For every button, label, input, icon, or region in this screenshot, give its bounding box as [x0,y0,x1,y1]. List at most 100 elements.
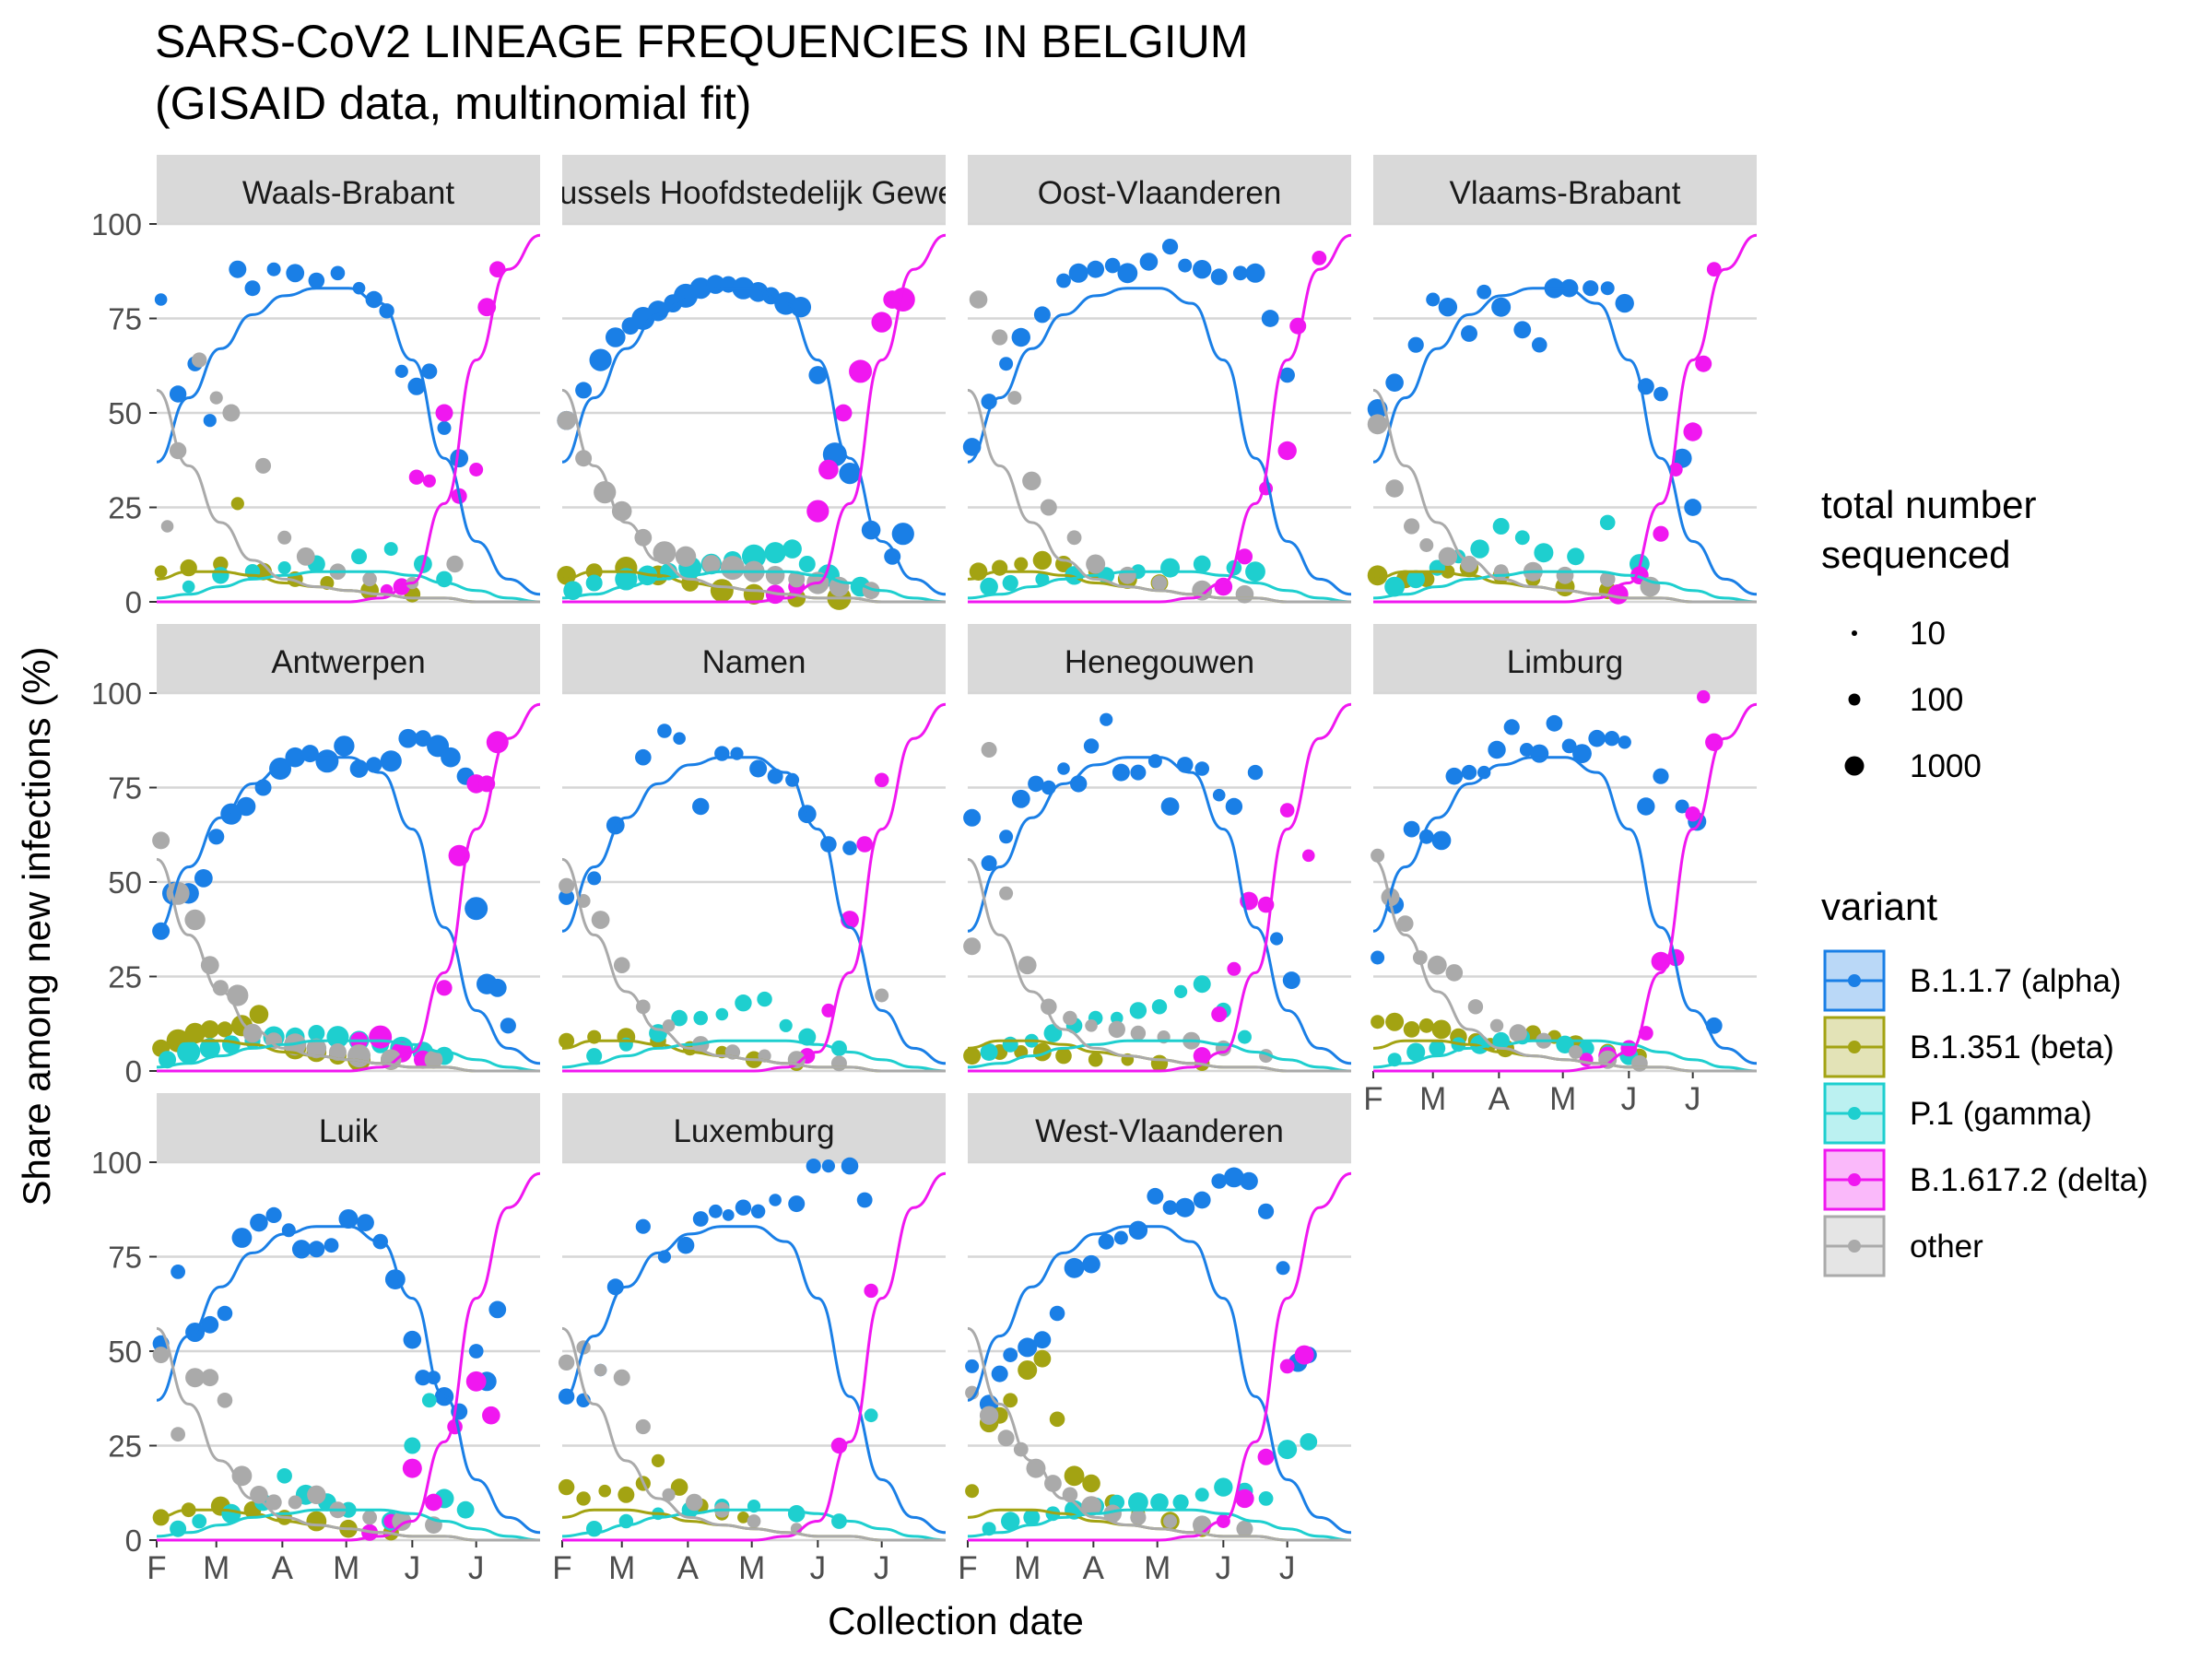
fit-curve-b-1-1-7-alpha-vlaams-brabant [1372,287,1758,596]
point-other-henegouwen [1063,1010,1077,1026]
fit-curve-other-brussels-hoofdstedelijk-gewest [561,388,946,604]
point-b-1-1-7-alpha-oost-vlaanderen [999,357,1014,371]
point-other-henegouwen [963,937,982,956]
point-b-1-1-7-alpha-brussels-hoofdstedelijk-gewest [605,327,626,347]
point-b-1-1-7-alpha-antwerpen [194,869,213,888]
legend-item-p-1-gamma: P.1 (gamma) [1823,1082,2092,1145]
point-b-1-1-7-alpha-henegouwen [1011,789,1030,808]
panel-strip-west-vlaanderen [968,1093,1351,1162]
point-b-1-1-7-alpha-waals-brabant [244,280,261,297]
point-other-west-vlaanderen [979,1406,999,1425]
point-other-waals-brabant [296,547,315,566]
point-b-1-1-7-alpha-antwerpen [334,735,355,757]
y-tick-label-100: 100 [91,677,142,711]
fit-curve-b-1-617-2-delta-antwerpen [157,702,541,1073]
point-b-1-1-7-alpha-henegouwen [1282,971,1300,990]
point-p-1-gamma-henegouwen [1129,1002,1147,1019]
point-other-namen [591,911,610,929]
panel-title-namen: Namen [702,644,806,680]
point-b-1-1-7-alpha-antwerpen [441,747,461,768]
point-p-1-gamma-west-vlaanderen [1258,1491,1274,1506]
fit-curve-b-1-1-7-alpha-waals-brabant [156,287,541,596]
panel-title-luik: Luik [319,1113,379,1149]
point-b-1-1-7-alpha-antwerpen [208,829,225,845]
point-b-1-617-2-delta-henegouwen [1193,1047,1211,1065]
x-tick-label-4: J [810,1550,827,1586]
point-p-1-gamma-henegouwen [1151,999,1168,1015]
point-other-oost-vlaanderen [992,329,1008,346]
point-b-1-1-7-alpha-luxemburg [769,1194,782,1206]
point-other-brussels-hoofdstedelijk-gewest [557,410,576,430]
chart-title-line1: SARS-CoV2 LINEAGE FREQUENCIES IN BELGIUM [155,16,1248,67]
point-b-1-1-7-alpha-henegouwen [1069,775,1088,793]
point-other-limburg [1396,915,1414,932]
point-b-1-1-7-alpha-west-vlaanderen [1049,1305,1065,1322]
point-p-1-gamma-west-vlaanderen [1300,1433,1318,1451]
point-b-1-1-7-alpha-luik [217,1305,233,1322]
x-tick-label-4: J [1216,1550,1232,1586]
point-p-1-gamma-namen [671,1009,688,1027]
point-other-antwerpen [424,1050,443,1069]
point-b-1-617-2-delta-vlaams-brabant [1695,355,1712,372]
point-b-1-351-beta-west-vlaanderen [1018,1360,1038,1380]
point-other-henegouwen [999,886,1014,900]
point-b-1-1-7-alpha-antwerpen [152,922,171,940]
point-other-luik [171,1427,186,1442]
point-b-1-1-7-alpha-oost-vlaanderen [1033,306,1051,324]
point-b-1-1-7-alpha-waals-brabant [352,281,366,295]
point-b-1-617-2-delta-luxemburg [864,1283,878,1299]
point-p-1-gamma-namen [798,1028,817,1046]
point-other-oost-vlaanderen [1066,530,1082,546]
fit-curve-other-limburg [1372,857,1757,1073]
point-b-1-617-2-delta-henegouwen [1211,1006,1228,1022]
point-p-1-gamma-namen [693,1010,709,1026]
point-b-1-351-beta-antwerpen [200,1020,219,1039]
point-b-1-617-2-delta-brussels-hoofdstedelijk-gewest [818,459,839,480]
x-tick-label-2: A [1488,1081,1511,1117]
fit-curve-b-1-1-7-alpha-west-vlaanderen [967,1225,1352,1535]
point-b-1-351-beta-luxemburg [670,1478,688,1496]
point-p-1-gamma-namen [586,1048,603,1065]
point-b-1-1-7-alpha-henegouwen [1247,764,1264,781]
point-b-1-1-7-alpha-limburg [1431,830,1452,851]
point-p-1-gamma-waals-brabant [436,571,453,588]
y-tick-label-50: 50 [108,396,142,430]
point-b-1-1-7-alpha-luxemburg [692,1211,709,1227]
point-other-vlaams-brabant [1599,571,1616,587]
point-p-1-gamma-west-vlaanderen [1001,1512,1020,1531]
point-b-1-617-2-delta-waals-brabant [469,463,484,477]
point-b-1-1-7-alpha-luxemburg [806,1159,821,1174]
point-other-west-vlaanderen [997,1430,1015,1447]
point-other-oost-vlaanderen [1040,499,1057,516]
point-b-1-1-7-alpha-vlaams-brabant [1477,284,1492,300]
point-b-1-1-7-alpha-luik [291,1240,312,1259]
point-b-1-1-7-alpha-antwerpen [488,978,507,997]
point-b-1-1-7-alpha-west-vlaanderen [1240,1171,1258,1191]
point-other-luxemburg [594,1363,607,1377]
fit-curve-p-1-gamma-luxemburg [561,1508,947,1542]
panel-strip-waals-brabant [157,155,540,224]
point-b-1-1-7-alpha-west-vlaanderen [1175,1197,1195,1218]
point-b-1-1-7-alpha-namen [673,732,686,745]
point-other-vlaams-brabant [1419,538,1434,552]
panel-antwerpen: Antwerpen 0 25 50 75 100 [91,624,541,1088]
point-b-1-1-7-alpha-oost-vlaanderen [1068,263,1088,283]
y-tick-label-0: 0 [125,585,142,619]
y-tick-label-75: 75 [108,1241,142,1275]
point-b-1-1-7-alpha-oost-vlaanderen [1232,265,1248,281]
point-b-1-1-7-alpha-west-vlaanderen [1223,1167,1244,1188]
point-b-1-1-7-alpha-limburg [1546,714,1563,732]
point-b-1-1-7-alpha-luxemburg [635,1218,651,1234]
point-other-west-vlaanderen [1236,1520,1253,1537]
point-other-oost-vlaanderen [1151,575,1168,591]
point-b-1-617-2-delta-oost-vlaanderen [1289,317,1307,335]
point-b-1-1-7-alpha-oost-vlaanderen [1261,310,1279,327]
fit-curve-other-waals-brabant [156,388,540,604]
point-p-1-gamma-west-vlaanderen [1277,1440,1298,1460]
point-b-1-1-7-alpha-brussels-hoofdstedelijk-gewest [839,462,861,485]
legend-label-b-1-617-2-delta: B.1.617.2 (delta) [1910,1162,2148,1198]
point-b-1-1-7-alpha-limburg [1588,729,1606,747]
chart-title-line2: (GISAID data, multinomial fit) [155,77,751,129]
point-b-1-1-7-alpha-limburg [1572,744,1592,763]
point-b-1-1-7-alpha-waals-brabant [330,265,346,281]
